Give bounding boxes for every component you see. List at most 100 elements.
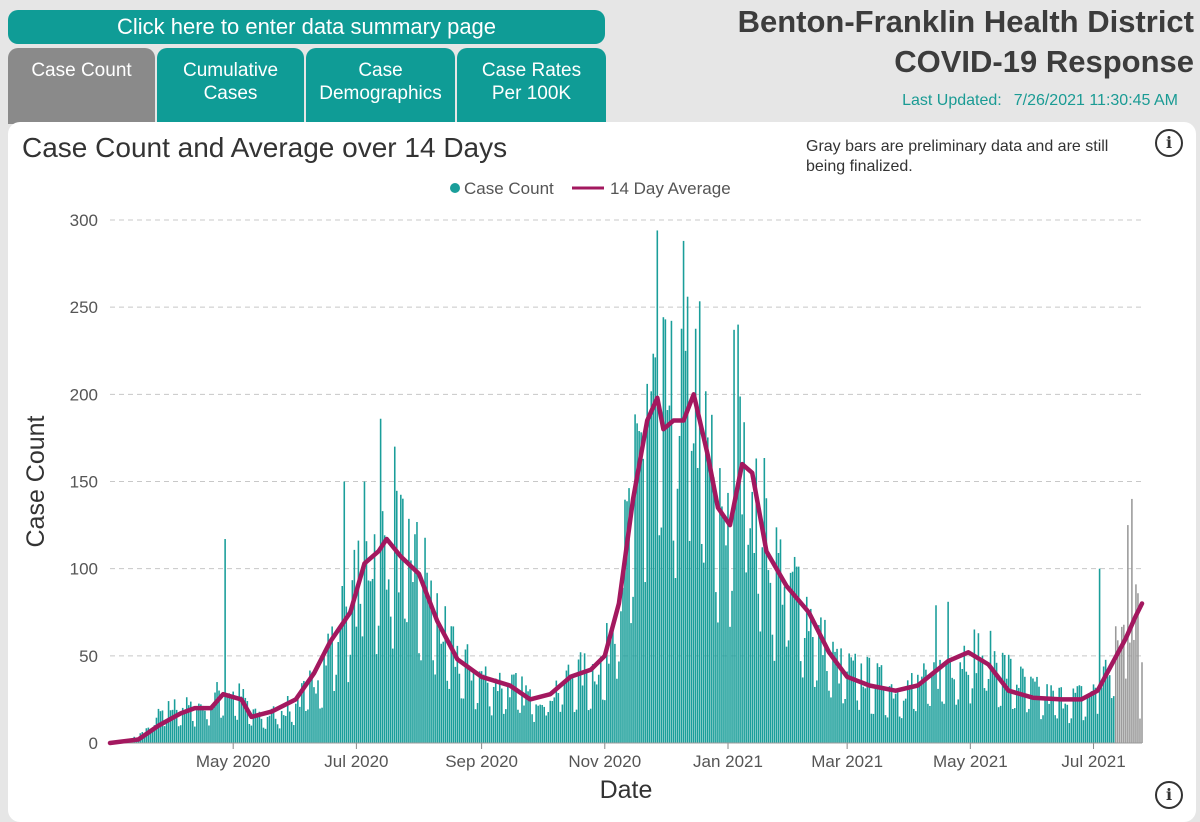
case-count-bar — [317, 680, 319, 743]
x-tick-label: May 2020 — [196, 752, 271, 771]
case-count-bar — [220, 718, 222, 743]
case-count-bar — [1066, 705, 1068, 743]
x-tick-label: Sep 2020 — [445, 752, 518, 771]
case-count-bar — [1099, 569, 1101, 743]
case-count-bar — [751, 492, 753, 743]
y-tick-label: 100 — [70, 560, 98, 579]
case-count-bar — [380, 419, 382, 743]
case-count-bar — [840, 648, 842, 743]
case-count-bar — [683, 241, 685, 743]
case-count-bar — [814, 687, 816, 743]
case-count-bar — [1042, 715, 1044, 743]
case-count-bar — [846, 672, 848, 743]
case-count-bar — [1034, 682, 1036, 743]
case-count-bar — [667, 410, 669, 743]
case-count-bar — [325, 666, 327, 743]
case-count-bar — [804, 638, 806, 743]
case-count-bar — [440, 644, 442, 743]
case-count-bar — [384, 535, 386, 743]
y-tick-label: 0 — [89, 734, 98, 753]
case-count-bar — [416, 522, 418, 743]
case-count-bar — [887, 717, 889, 743]
case-count-bar — [1038, 687, 1040, 743]
case-count-bar — [818, 625, 820, 743]
case-count-bar — [453, 626, 455, 743]
case-count-bar — [249, 724, 251, 743]
case-count-bar — [982, 656, 984, 743]
case-count-bar — [871, 714, 873, 743]
case-count-bar — [790, 573, 792, 743]
x-tick-label: Jul 2020 — [324, 752, 388, 771]
case-count-bar — [1095, 688, 1097, 743]
case-count-bar — [162, 710, 164, 743]
case-count-bar — [194, 727, 196, 743]
case-count-bar — [224, 539, 226, 743]
case-count-bar — [598, 675, 600, 743]
case-count-bar — [311, 672, 313, 743]
case-count-bar — [1133, 640, 1135, 743]
case-count-bar — [788, 640, 790, 743]
case-count-bar — [493, 687, 495, 743]
case-count-bar — [1026, 712, 1028, 743]
case-count-bar — [1014, 708, 1016, 743]
case-count-bar — [998, 707, 1000, 743]
case-count-bar — [554, 697, 556, 743]
case-count-bar — [362, 636, 364, 743]
case-count-bar — [707, 437, 709, 743]
case-count-bar — [941, 702, 943, 743]
case-count-bar — [178, 726, 180, 743]
case-count-bar — [1119, 650, 1121, 743]
case-count-bar — [580, 652, 582, 743]
case-count-bar — [390, 617, 392, 743]
case-count-bar — [923, 663, 925, 743]
case-count-bar — [1089, 696, 1091, 743]
case-count-bar — [1046, 684, 1048, 743]
case-count-bar — [669, 406, 671, 743]
case-count-bar — [404, 619, 406, 743]
case-count-bar — [319, 709, 321, 743]
case-count-bar — [422, 581, 424, 743]
case-count-bar — [166, 723, 168, 743]
case-count-bar — [1020, 667, 1022, 743]
case-count-bar — [588, 710, 590, 743]
case-count-bar — [885, 715, 887, 743]
case-count-bar — [172, 710, 174, 743]
case-count-bar — [810, 609, 812, 743]
case-count-bar — [945, 663, 947, 743]
case-count-bar — [808, 631, 810, 743]
case-count-bar — [772, 635, 774, 743]
case-count-bar — [238, 683, 240, 743]
case-count-bar — [988, 679, 990, 743]
case-count-bar — [216, 682, 218, 743]
case-count-bar — [1000, 706, 1002, 743]
case-count-bar — [994, 651, 996, 743]
case-count-bar — [806, 597, 808, 743]
case-count-bar — [875, 687, 877, 743]
case-count-bar — [473, 671, 475, 743]
case-count-bar — [762, 547, 764, 743]
case-count-bar — [895, 694, 897, 743]
y-tick-label: 250 — [70, 298, 98, 317]
case-count-bar — [210, 706, 212, 743]
case-count-bar — [689, 541, 691, 743]
case-count-bar — [691, 451, 693, 743]
case-count-bar — [206, 719, 208, 743]
case-count-bar — [715, 592, 717, 743]
case-count-bar — [186, 697, 188, 743]
case-count-bar — [582, 685, 584, 743]
case-count-bar — [737, 325, 739, 743]
case-count-bar — [370, 581, 372, 743]
case-count-bar — [477, 703, 479, 743]
case-count-bar — [170, 710, 172, 743]
case-count-bar — [386, 590, 388, 743]
case-count-bar — [869, 658, 871, 743]
case-count-bar — [354, 550, 356, 743]
case-count-bar — [305, 711, 307, 743]
case-count-bar — [911, 673, 913, 743]
case-count-bar — [665, 319, 667, 743]
case-count-bar — [786, 647, 788, 743]
case-count-bar — [523, 706, 525, 743]
case-count-bar — [937, 689, 939, 743]
case-count-bar — [1101, 687, 1103, 743]
